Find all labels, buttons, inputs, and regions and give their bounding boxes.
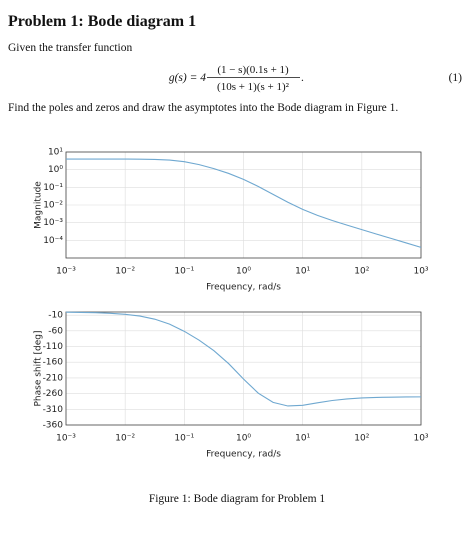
equation-denominator: (10s + 1)(s + 1)² (217, 81, 290, 93)
equation-lhs: g(s) = 4 (169, 72, 206, 84)
intro: Given the transfer function (8, 42, 132, 54)
y-tick-label: 10⁰ (48, 165, 63, 175)
x-tick-label: 10³ (413, 434, 428, 444)
y-tick-label: -260 (43, 389, 64, 399)
y-tick-label: 10⁻³ (43, 218, 63, 228)
x-tick-label: 10⁻¹ (174, 267, 194, 277)
equation-number: (1) (449, 72, 463, 84)
y-tick-label: -210 (43, 373, 64, 383)
x-axis-label: Frequency, rad/s (206, 283, 281, 293)
y-tick-label: -160 (43, 358, 64, 368)
data-line (66, 158, 422, 248)
y-tick-label: 10⁻¹ (43, 183, 63, 193)
x-tick-label: 10⁻¹ (174, 434, 194, 444)
x-tick-label: 10³ (413, 267, 428, 277)
y-axis-label: Phase shift [deg] (34, 330, 44, 406)
caption: Figure 1: Bode diagram for Problem 1 (149, 493, 326, 505)
y-axis-label: Magnitude (34, 181, 44, 229)
x-tick-label: 10² (354, 267, 369, 277)
y-tick-label: -110 (43, 342, 64, 352)
x-tick-label: 10⁻³ (56, 267, 76, 277)
x-tick-label: 10¹ (295, 434, 310, 444)
x-tick-label: 10⁰ (236, 267, 251, 277)
plot-frame (65, 151, 422, 259)
x-tick-label: 10⁰ (236, 434, 251, 444)
x-tick-label: 10⁻³ (56, 434, 76, 444)
x-tick-label: 10¹ (295, 267, 310, 277)
x-axis-label: Frequency, rad/s (206, 450, 281, 460)
equation-numerator: (1 − s)(0.1s + 1) (217, 64, 289, 76)
plot-frame (65, 311, 422, 426)
y-tick-label: -310 (43, 405, 64, 415)
data-line (65, 311, 422, 407)
y-tick-label: -360 (43, 421, 64, 431)
x-tick-label: 10⁻² (115, 267, 135, 277)
y-tick-label: 10⁻⁴ (43, 236, 63, 246)
y-tick-label: -60 (48, 326, 63, 336)
y-tick-label: 10⁻² (43, 201, 63, 211)
x-tick-label: 10² (354, 434, 369, 444)
y-tick-label: 10¹ (48, 148, 63, 158)
equation-punct: . (301, 72, 304, 84)
x-tick-label: 10⁻² (115, 434, 135, 444)
y-tick-label: -10 (48, 311, 63, 321)
instruction: Find the poles and zeros and draw the as… (8, 102, 398, 114)
title: Problem 1: Bode diagram 1 (8, 13, 196, 30)
